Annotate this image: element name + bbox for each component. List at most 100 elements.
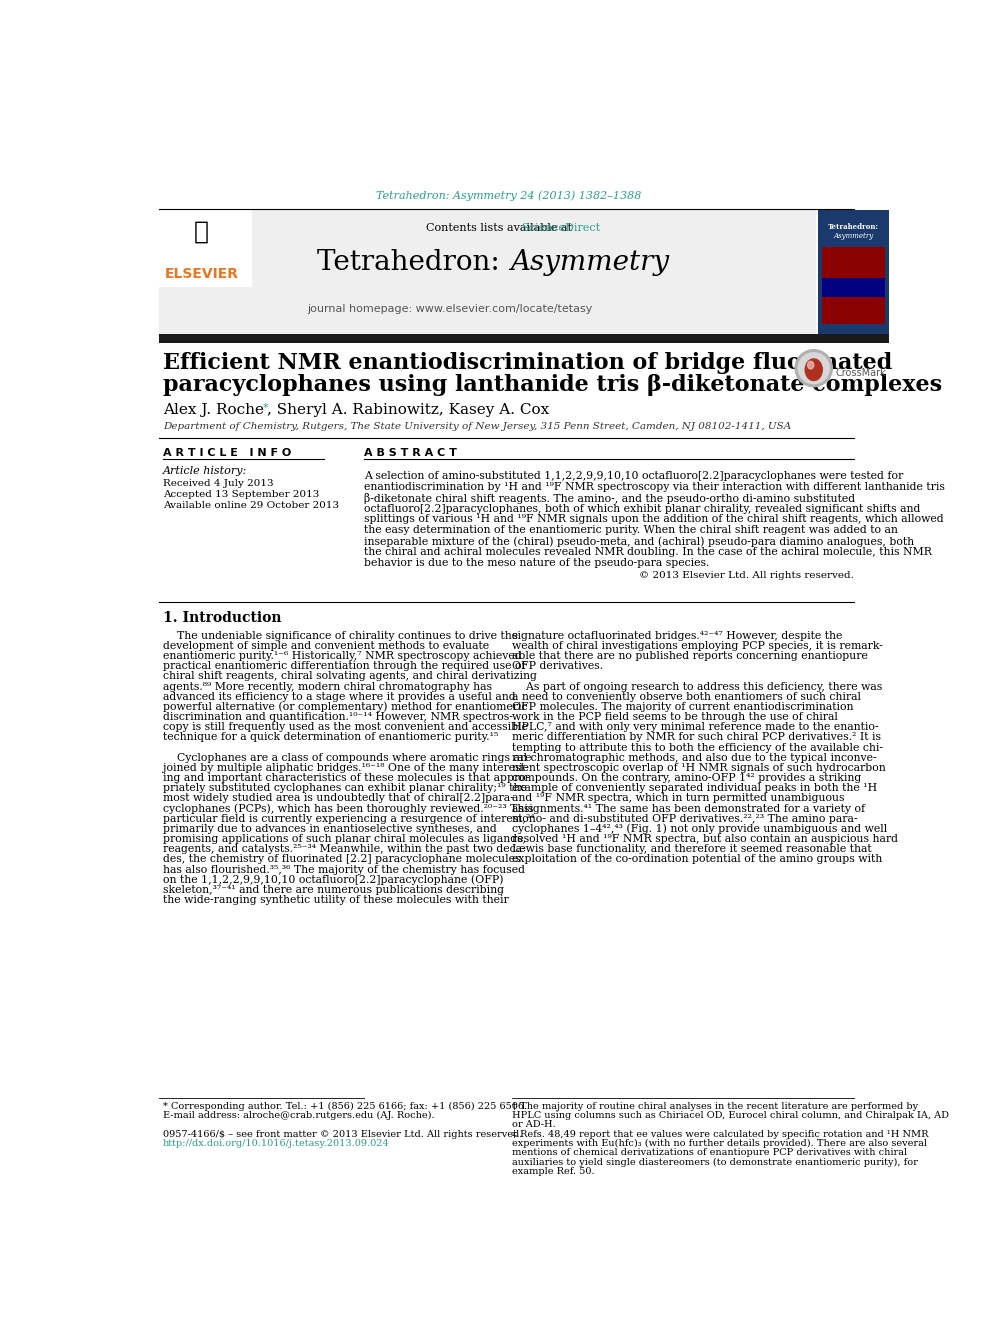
Text: mentions of chemical derivatizations of enantiopure PCP derivatives with chiral: mentions of chemical derivatizations of … (512, 1148, 907, 1158)
Text: OFP derivatives.: OFP derivatives. (512, 662, 602, 671)
Text: Lewis base functionality, and therefore it seemed reasonable that: Lewis base functionality, and therefore … (512, 844, 871, 855)
Text: the easy determination of the enantiomeric purity. When the chiral shift reagent: the easy determination of the enantiomer… (364, 525, 898, 536)
Text: meric differentiation by NMR for such chiral PCP derivatives.² It is: meric differentiation by NMR for such ch… (512, 733, 881, 742)
Text: Asymmetry: Asymmetry (510, 249, 669, 277)
Text: Tetrahedron:: Tetrahedron: (827, 222, 879, 230)
Text: Asymmetry: Asymmetry (833, 232, 873, 239)
Text: Tetrahedron: Asymmetry 24 (2013) 1382–1388: Tetrahedron: Asymmetry 24 (2013) 1382–13… (376, 191, 641, 201)
Text: example of conveniently separated individual peaks in both the ¹H: example of conveniently separated indivi… (512, 783, 877, 794)
Text: experiments with Eu(hfc)₃ (with no further details provided). There are also sev: experiments with Eu(hfc)₃ (with no furth… (512, 1139, 927, 1148)
Text: 1. Introduction: 1. Introduction (163, 611, 282, 626)
Text: Alex J. Roche: Alex J. Roche (163, 402, 264, 417)
Bar (159, 335, 889, 343)
Text: copy is still frequently used as the most convenient and accessible: copy is still frequently used as the mos… (163, 722, 528, 732)
Text: Department of Chemistry, Rutgers, The State University of New Jersey, 315 Penn S: Department of Chemistry, Rutgers, The St… (163, 422, 791, 431)
Bar (817, 210, 889, 333)
Text: © 2013 Elsevier Ltd. All rights reserved.: © 2013 Elsevier Ltd. All rights reserved… (639, 572, 854, 581)
Text: promising applications of such planar chiral molecules as ligands,: promising applications of such planar ch… (163, 833, 526, 844)
Text: able that there are no published reports concerning enantiopure: able that there are no published reports… (512, 651, 867, 662)
Text: ‡ Refs. 48,49 report that ee values were calculated by specific rotation and ¹H : ‡ Refs. 48,49 report that ee values were… (512, 1130, 928, 1139)
Text: A selection of amino-substituted 1,1,2,2,9,9,10,10 octafluoro[2.2]paracyclophane: A selection of amino-substituted 1,1,2,2… (364, 471, 904, 482)
Text: Cyclophanes are a class of compounds where aromatic rings are: Cyclophanes are a class of compounds whe… (163, 753, 532, 763)
Text: * Corresponding author. Tel.: +1 (856) 225 6166; fax: +1 (856) 225 6506.: * Corresponding author. Tel.: +1 (856) 2… (163, 1102, 527, 1111)
Bar (159, 210, 816, 333)
Text: most widely studied area is undoubtedly that of chiral[2.2]para-: most widely studied area is undoubtedly … (163, 794, 514, 803)
Bar (821, 247, 885, 324)
Circle shape (796, 349, 832, 386)
Text: OFP molecules. The majority of current enantiodiscrimination: OFP molecules. The majority of current e… (512, 703, 853, 712)
Text: mono- and di-substituted OFP derivatives.²²,²³ The amino para-: mono- and di-substituted OFP derivatives… (512, 814, 857, 824)
Text: splittings of various ¹H and ¹⁹F NMR signals upon the addition of the chiral shi: splittings of various ¹H and ¹⁹F NMR sig… (364, 515, 943, 524)
Text: Accepted 13 September 2013: Accepted 13 September 2013 (163, 490, 319, 499)
Text: As part of ongoing research to address this deficiency, there was: As part of ongoing research to address t… (512, 681, 882, 692)
Text: † The majority of routine chiral analyses in the recent literature are performed: † The majority of routine chiral analyse… (512, 1102, 918, 1111)
Text: tempting to attribute this to both the efficiency of the available chi-: tempting to attribute this to both the e… (512, 742, 883, 753)
Text: enantiodiscrimination by ¹H and ¹⁹F NMR spectroscopy via their interaction with : enantiodiscrimination by ¹H and ¹⁹F NMR … (364, 482, 945, 492)
Text: A B S T R A C T: A B S T R A C T (364, 448, 457, 458)
Text: example Ref. 50.: example Ref. 50. (512, 1167, 594, 1176)
Bar (159, 210, 252, 287)
Text: The undeniable significance of chirality continues to drive the: The undeniable significance of chirality… (163, 631, 518, 640)
Text: powerful alternative (or complementary) method for enantiomeric: powerful alternative (or complementary) … (163, 703, 528, 713)
Text: paracyclophanes using lanthanide tris β-diketonate complexes: paracyclophanes using lanthanide tris β-… (163, 374, 941, 396)
Text: octafluoro[2.2]paracyclophanes, both of which exhibit planar chirality, revealed: octafluoro[2.2]paracyclophanes, both of … (364, 504, 921, 513)
Text: advanced its efficiency to a stage where it provides a useful and: advanced its efficiency to a stage where… (163, 692, 516, 701)
Text: ing and important characteristics of these molecules is that appro-: ing and important characteristics of the… (163, 773, 529, 783)
Text: assignments.⁴¹ The same has been demonstrated for a variety of: assignments.⁴¹ The same has been demonst… (512, 803, 865, 814)
Text: resolved ¹H and ¹⁹F NMR spectra, but also contain an auspicious hard: resolved ¹H and ¹⁹F NMR spectra, but als… (512, 833, 898, 844)
Text: on the 1,1,2,2,9,9,10,10 octafluoro[2.2]paracyclophane (OFP): on the 1,1,2,2,9,9,10,10 octafluoro[2.2]… (163, 875, 503, 885)
Text: work in the PCP field seems to be through the use of chiral: work in the PCP field seems to be throug… (512, 712, 837, 722)
Text: technique for a quick determination of enantiomeric purity.¹⁵: technique for a quick determination of e… (163, 733, 498, 742)
Bar (165, 213, 246, 270)
Text: A R T I C L E   I N F O: A R T I C L E I N F O (163, 448, 291, 458)
Text: Contents lists available at: Contents lists available at (427, 224, 572, 233)
Text: ELSEVIER: ELSEVIER (165, 267, 238, 282)
Text: cyclophanes (PCPs), which has been thoroughly reviewed.²⁰⁻²³ This: cyclophanes (PCPs), which has been thoro… (163, 803, 533, 814)
Text: 0957-4166/$ – see front matter © 2013 Elsevier Ltd. All rights reserved.: 0957-4166/$ – see front matter © 2013 El… (163, 1130, 522, 1139)
Text: a need to conveniently observe both enantiomers of such chiral: a need to conveniently observe both enan… (512, 692, 860, 701)
Text: E-mail address: alroche@crab.rutgers.edu (AJ. Roche).: E-mail address: alroche@crab.rutgers.edu… (163, 1111, 434, 1121)
Ellipse shape (807, 361, 813, 369)
Text: primarily due to advances in enantioselective syntheses, and: primarily due to advances in enantiosele… (163, 824, 497, 833)
Text: agents.⁸⁹ More recently, modern chiral chromatography has: agents.⁸⁹ More recently, modern chiral c… (163, 681, 492, 692)
Text: exploitation of the co-ordination potential of the amino groups with: exploitation of the co-ordination potent… (512, 855, 882, 864)
Text: or AD-H.: or AD-H. (512, 1121, 556, 1130)
Text: Received 4 July 2013: Received 4 July 2013 (163, 479, 274, 488)
Text: skeleton,³⁷⁻⁴¹ and there are numerous publications describing: skeleton,³⁷⁻⁴¹ and there are numerous pu… (163, 885, 504, 894)
Text: chiral shift reagents, chiral solvating agents, and chiral derivatizing: chiral shift reagents, chiral solvating … (163, 672, 537, 681)
Text: priately substituted cyclophanes can exhibit planar chirality;¹⁹ the: priately substituted cyclophanes can exh… (163, 783, 527, 794)
Text: Article history:: Article history: (163, 467, 247, 476)
Text: HPLC,⁷ and with only very minimal reference made to the enantio-: HPLC,⁷ and with only very minimal refere… (512, 722, 878, 732)
Text: joined by multiple aliphatic bridges.¹⁶⁻¹⁸ One of the many interest-: joined by multiple aliphatic bridges.¹⁶⁻… (163, 763, 529, 773)
Text: HPLC using columns such as Chiriacel OD, Eurocel chiral column, and Chiralpak IA: HPLC using columns such as Chiriacel OD,… (512, 1111, 948, 1121)
Text: des, the chemistry of fluorinated [2.2] paracyclophane molecules: des, the chemistry of fluorinated [2.2] … (163, 855, 520, 864)
Text: , Sheryl A. Rabinowitz, Kasey A. Cox: , Sheryl A. Rabinowitz, Kasey A. Cox (268, 402, 550, 417)
Text: *: * (263, 402, 269, 413)
Text: auxiliaries to yield single diastereomers (to demonstrate enantiomeric purity), : auxiliaries to yield single diastereomer… (512, 1158, 918, 1167)
Text: Tetrahedron:: Tetrahedron: (316, 249, 509, 277)
Ellipse shape (806, 359, 822, 381)
Text: and ¹⁹F NMR spectra, which in turn permitted unambiguous: and ¹⁹F NMR spectra, which in turn permi… (512, 794, 844, 803)
Text: Available online 29 October 2013: Available online 29 October 2013 (163, 501, 339, 509)
Bar (821, 278, 885, 298)
Text: particular field is currently experiencing a resurgence of interest,²⁴: particular field is currently experienci… (163, 814, 535, 824)
Text: behavior is due to the meso nature of the pseudo-para species.: behavior is due to the meso nature of th… (364, 557, 709, 568)
Text: cyclophanes 1–4⁴²,⁴³ (Fig. 1) not only provide unambiguous and well: cyclophanes 1–4⁴²,⁴³ (Fig. 1) not only p… (512, 824, 887, 835)
Text: ScienceDirect: ScienceDirect (522, 224, 600, 233)
Text: development of simple and convenient methods to evaluate: development of simple and convenient met… (163, 640, 489, 651)
Text: wealth of chiral investigations employing PCP species, it is remark-: wealth of chiral investigations employin… (512, 640, 882, 651)
Text: compounds. On the contrary, amino-OFP 1⁴² provides a striking: compounds. On the contrary, amino-OFP 1⁴… (512, 773, 861, 783)
Text: Efficient NMR enantiodiscrimination of bridge fluorinated: Efficient NMR enantiodiscrimination of b… (163, 352, 892, 374)
Text: the chiral and achiral molecules revealed NMR doubling. In the case of the achir: the chiral and achiral molecules reveale… (364, 546, 932, 557)
Text: 🌳: 🌳 (194, 220, 209, 243)
Text: CrossMark: CrossMark (835, 368, 886, 378)
Text: journal homepage: www.elsevier.com/locate/tetasy: journal homepage: www.elsevier.com/locat… (307, 304, 592, 314)
Text: the wide-ranging synthetic utility of these molecules with their: the wide-ranging synthetic utility of th… (163, 896, 509, 905)
Text: β-diketonate chiral shift reagents. The amino-, and the pseudo-ortho di-amino su: β-diketonate chiral shift reagents. The … (364, 493, 855, 504)
Text: has also flourished.³⁵,³⁶ The majority of the chemistry has focused: has also flourished.³⁵,³⁶ The majority o… (163, 864, 525, 875)
Text: nient spectroscopic overlap of ¹H NMR signals of such hydrocarbon: nient spectroscopic overlap of ¹H NMR si… (512, 763, 885, 773)
Text: reagents, and catalysts.²⁵⁻³⁴ Meanwhile, within the past two deca-: reagents, and catalysts.²⁵⁻³⁴ Meanwhile,… (163, 844, 526, 855)
Text: http://dx.doi.org/10.1016/j.tetasy.2013.09.024: http://dx.doi.org/10.1016/j.tetasy.2013.… (163, 1139, 390, 1148)
Text: practical enantiomeric differentiation through the required use of: practical enantiomeric differentiation t… (163, 662, 526, 671)
Text: discrimination and quantification.¹⁰⁻¹⁴ However, NMR spectros-: discrimination and quantification.¹⁰⁻¹⁴ … (163, 712, 513, 722)
